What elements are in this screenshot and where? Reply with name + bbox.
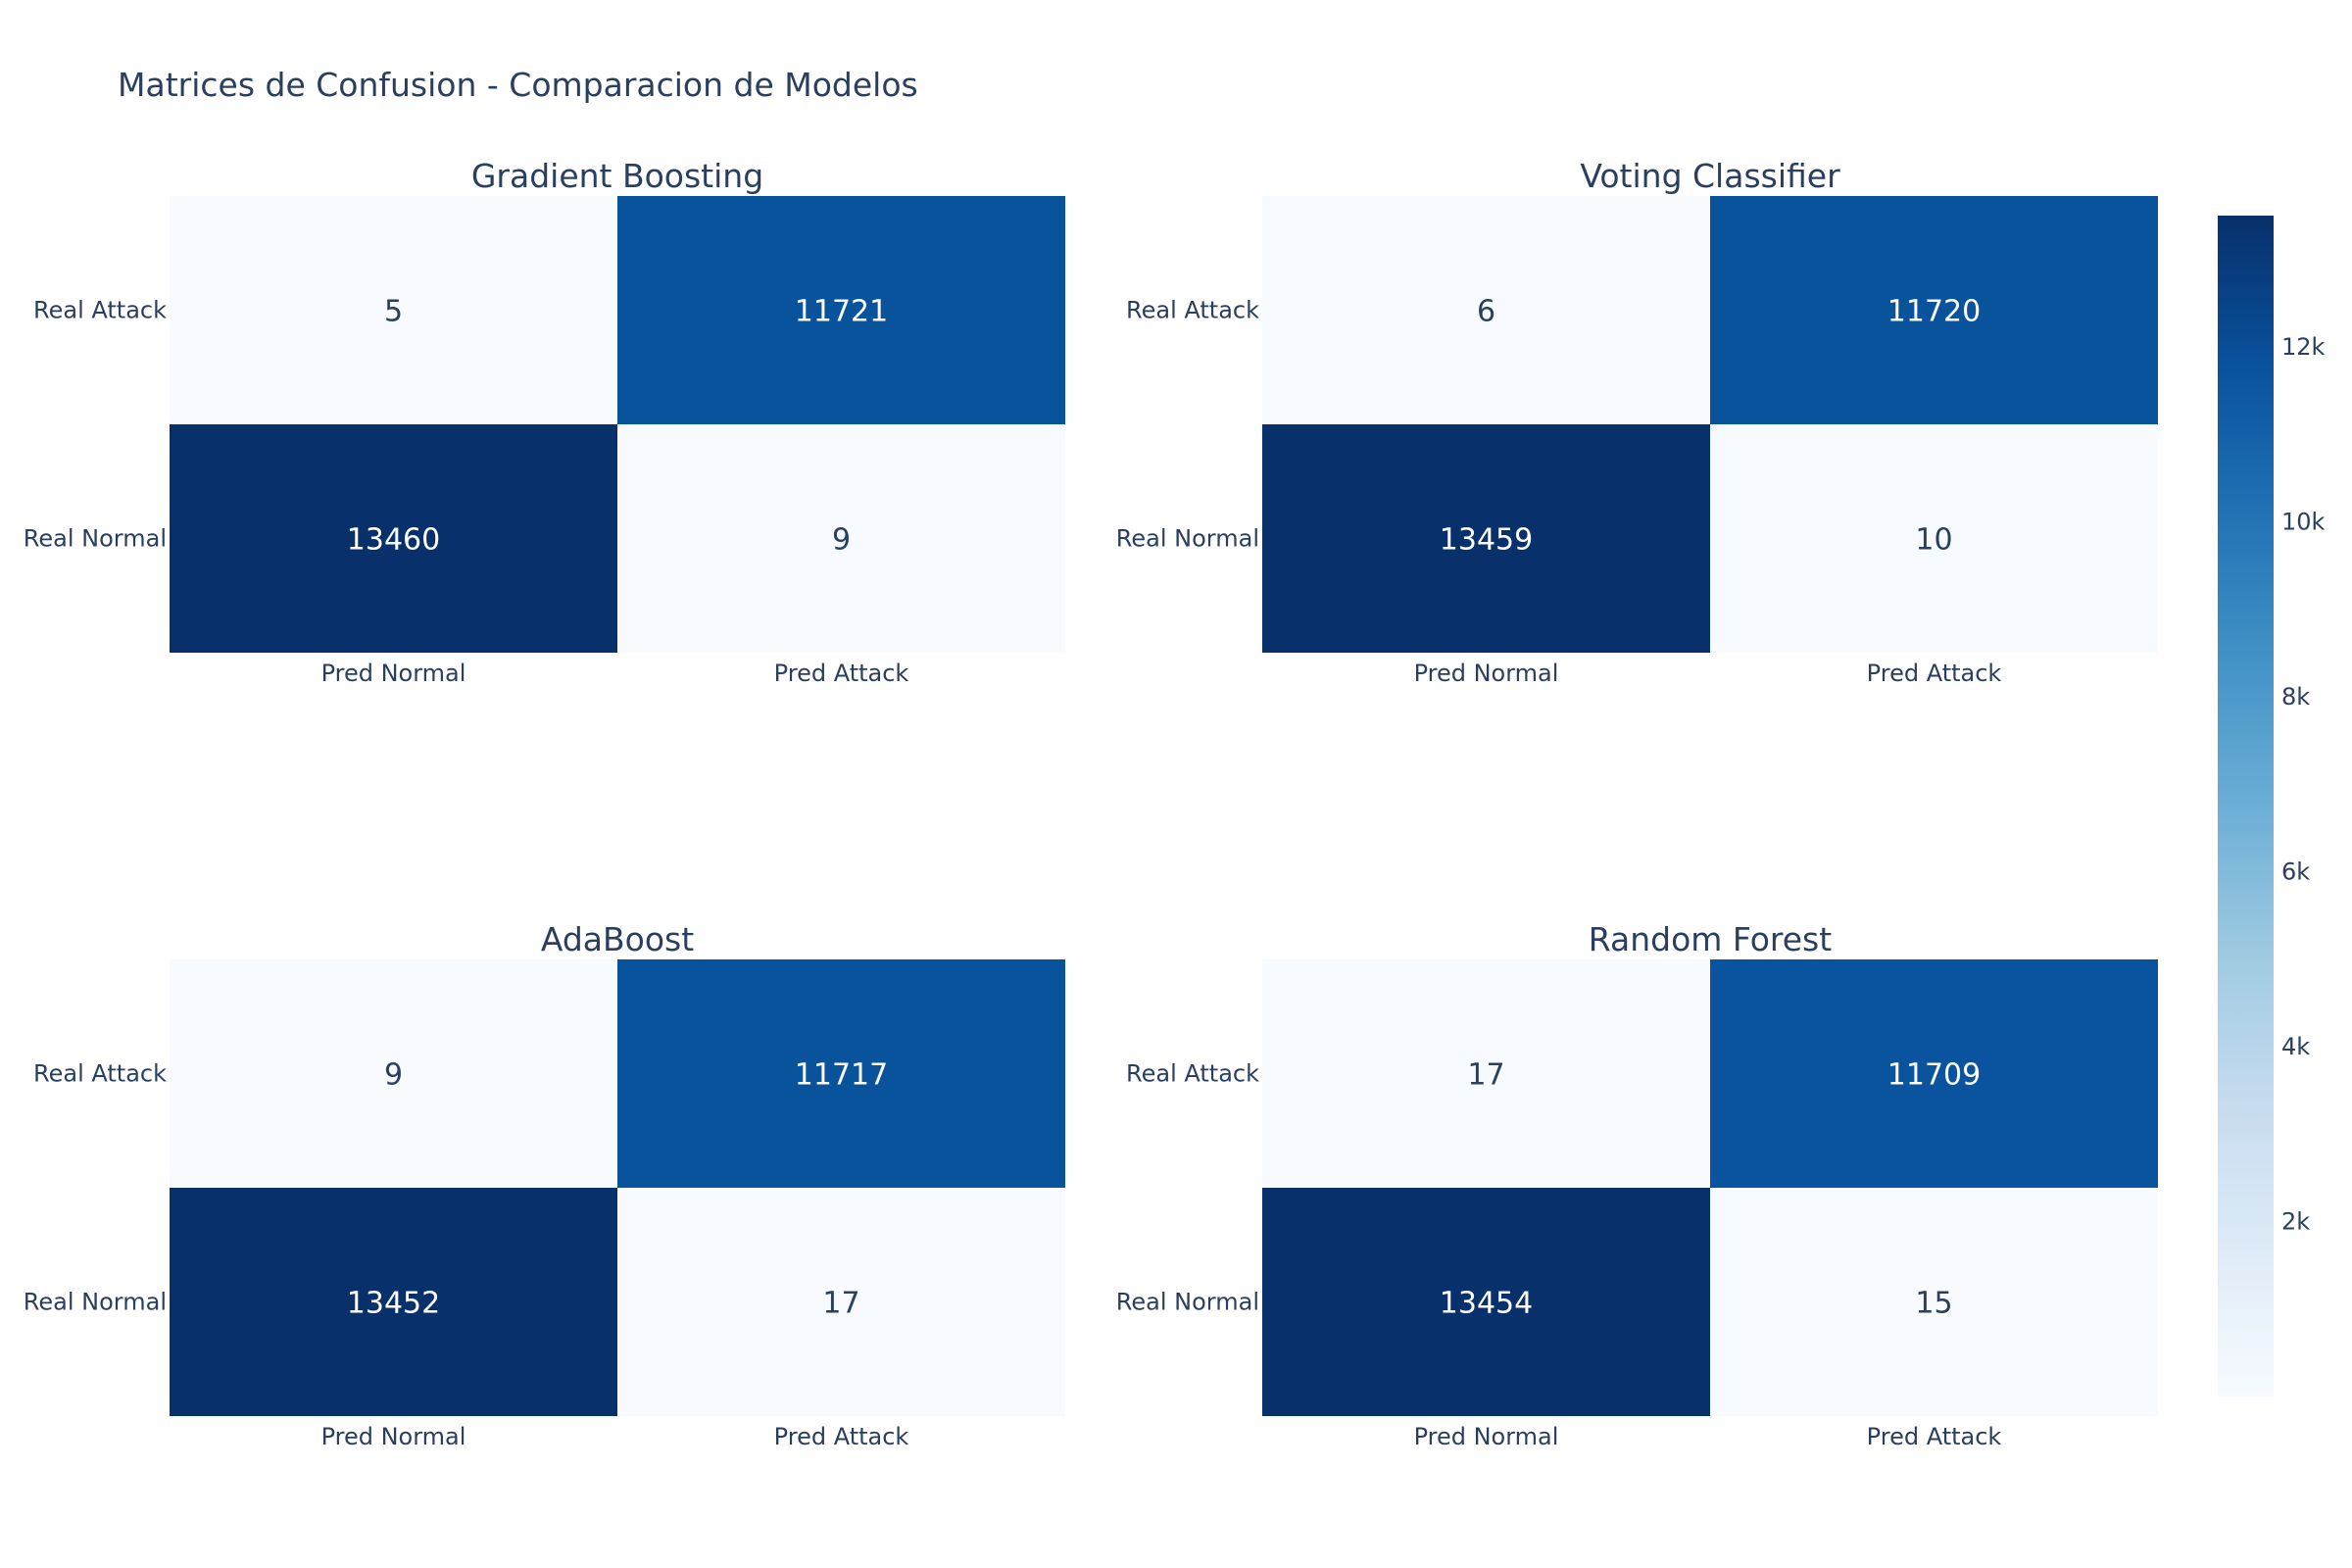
cell-value-label: 11721 bbox=[795, 295, 888, 329]
cell-value-label: 11717 bbox=[795, 1058, 888, 1093]
heatmap-cell-gradient-boosting-real-attack-pred-normal bbox=[170, 196, 617, 424]
y-tick-label: Real Attack bbox=[33, 1060, 167, 1088]
heatmap-cell-adaboost-real-attack-pred-attack bbox=[617, 959, 1065, 1188]
panel-random-forest: Random Forest 13454 15 Real Normal 17 11709 Re… bbox=[1116, 920, 2158, 1450]
x-tick-label: Pred Attack bbox=[774, 660, 909, 687]
panel-title-random-forest: Random Forest bbox=[1589, 920, 1832, 958]
y-tick-label: Real Normal bbox=[1116, 1289, 1259, 1316]
y-tick-label: Real Normal bbox=[24, 525, 167, 553]
heatmap-cell-voting-classifier-real-normal-pred-attack bbox=[1710, 424, 2158, 653]
cell-value-label: 13459 bbox=[1440, 523, 1533, 558]
x-tick-label: Pred Normal bbox=[1414, 1423, 1559, 1450]
heatmap-cell-random-forest-real-normal-pred-normal bbox=[1262, 1188, 1710, 1416]
heatmap-cell-gradient-boosting-real-normal-pred-attack bbox=[617, 424, 1065, 653]
cell-value-label: 17 bbox=[1467, 1058, 1504, 1093]
panel-title-gradient-boosting: Gradient Boosting bbox=[471, 157, 763, 195]
x-tick-label: Pred Normal bbox=[1414, 660, 1559, 687]
colorbar-tick-label: 10k bbox=[2281, 508, 2326, 535]
colorbar-gradient bbox=[2218, 216, 2274, 1396]
heatmap-cell-gradient-boosting-real-attack-pred-attack bbox=[617, 196, 1065, 424]
heatmap-cell-adaboost-real-normal-pred-attack bbox=[617, 1188, 1065, 1416]
heatmap-cell-adaboost-real-normal-pred-normal bbox=[170, 1188, 617, 1416]
heatmap-cell-adaboost-real-attack-pred-normal bbox=[170, 959, 617, 1188]
cell-value-label: 9 bbox=[384, 1058, 403, 1093]
cell-value-label: 5 bbox=[384, 295, 403, 329]
heatmap-cell-gradient-boosting-real-normal-pred-normal bbox=[170, 424, 617, 653]
panel-gradient-boosting: Gradient Boosting 13460 9 Real Normal 5 11721… bbox=[24, 157, 1065, 687]
heatmap-cell-random-forest-real-attack-pred-normal bbox=[1262, 959, 1710, 1188]
panel-adaboost: AdaBoost 13452 17 Real Normal 9 11717 Real Att… bbox=[24, 920, 1065, 1450]
x-tick-label: Pred Attack bbox=[1867, 1423, 2002, 1450]
colorbar-tick-label: 12k bbox=[2281, 333, 2326, 361]
cell-value-label: 6 bbox=[1477, 295, 1495, 329]
cell-value-label: 13460 bbox=[347, 523, 440, 558]
colorbar-tick-label: 6k bbox=[2281, 858, 2310, 885]
y-tick-label: Real Normal bbox=[1116, 525, 1259, 553]
colorbar-tick-label: 4k bbox=[2281, 1033, 2310, 1060]
cell-value-label: 17 bbox=[822, 1287, 859, 1321]
colorbar-tick-label: 2k bbox=[2281, 1207, 2310, 1235]
cell-value-label: 15 bbox=[1915, 1287, 1952, 1321]
panel-voting-classifier: Voting Classifier 13459 10 Real Normal 6 1172… bbox=[1116, 157, 2158, 687]
colorbar-tick-label: 8k bbox=[2281, 683, 2310, 710]
y-tick-label: Real Attack bbox=[1126, 297, 1259, 324]
heatmap-cell-random-forest-real-attack-pred-attack bbox=[1710, 959, 2158, 1188]
y-tick-label: Real Normal bbox=[24, 1289, 167, 1316]
y-tick-label: Real Attack bbox=[33, 297, 167, 324]
cell-value-label: 11709 bbox=[1887, 1058, 1981, 1093]
panel-title-adaboost: AdaBoost bbox=[541, 920, 694, 958]
y-tick-label: Real Attack bbox=[1126, 1060, 1259, 1088]
cell-value-label: 13452 bbox=[347, 1287, 440, 1321]
panel-title-voting-classifier: Voting Classifier bbox=[1580, 157, 1840, 195]
panels: Gradient Boosting 13460 9 Real Normal 5 11721… bbox=[24, 157, 2158, 1450]
cell-value-label: 10 bbox=[1915, 523, 1952, 558]
cell-value-label: 13454 bbox=[1440, 1287, 1533, 1321]
x-tick-label: Pred Attack bbox=[774, 1423, 909, 1450]
cell-value-label: 9 bbox=[832, 523, 851, 558]
heatmap-cell-random-forest-real-normal-pred-attack bbox=[1710, 1188, 2158, 1416]
colorbar: 2k 4k 6k 8k 10k 12k bbox=[2218, 216, 2326, 1396]
heatmap-cell-voting-classifier-real-attack-pred-normal bbox=[1262, 196, 1710, 424]
figure-title: Matrices de Confusion - Comparacion de M… bbox=[118, 66, 918, 104]
x-tick-label: Pred Normal bbox=[321, 1423, 466, 1450]
heatmap-cell-voting-classifier-real-attack-pred-attack bbox=[1710, 196, 2158, 424]
cell-value-label: 11720 bbox=[1887, 295, 1981, 329]
x-tick-label: Pred Normal bbox=[321, 660, 466, 687]
heatmap-cell-voting-classifier-real-normal-pred-normal bbox=[1262, 424, 1710, 653]
x-tick-label: Pred Attack bbox=[1867, 660, 2002, 687]
